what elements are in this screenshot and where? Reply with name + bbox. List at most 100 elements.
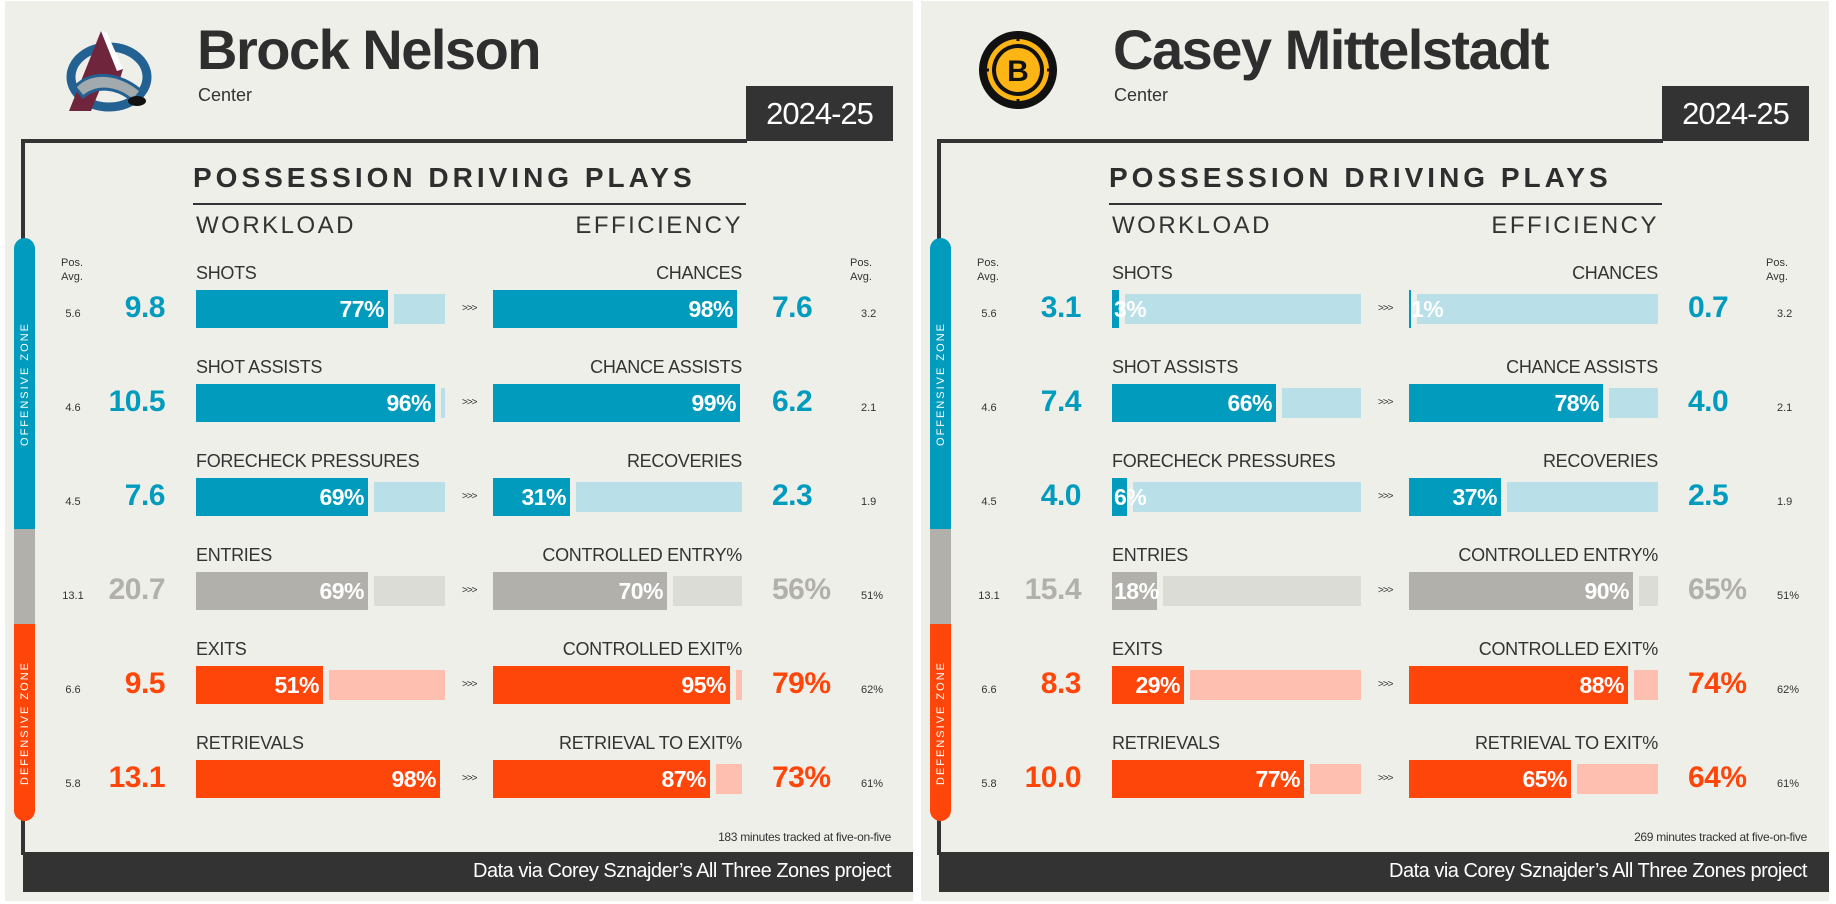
right-stat-label: CONTROLLED ENTRY% [1458,545,1658,565]
left-stat-value: 8.3 [1040,667,1082,700]
left-percentile-label: 69% [319,578,364,604]
left-pos-avg: 5.6 [981,308,997,320]
left-percentile-bar: 69% [196,572,445,610]
frame-divider [937,139,1663,143]
right-stat-value: 56% [772,573,831,606]
right-bar-fill [493,572,667,610]
right-bar-fill [493,290,737,328]
right-percentile-bar: 98% [493,290,742,328]
right-pos-avg: 2.1 [861,402,877,414]
right-stat-value: 0.7 [1688,291,1729,324]
left-percentile-label: 69% [319,484,364,510]
left-percentile-label: 96% [386,390,431,416]
right-percentile-label: 65% [1522,766,1567,792]
left-bar-remainder [1310,764,1361,794]
left-bar-fill [196,478,368,516]
left-pos-avg: 4.5 [65,496,81,508]
left-stat-label: SHOT ASSISTS [1112,357,1239,377]
arrow-separator: >>> [1378,397,1394,408]
right-pos-avg: 51% [1777,590,1800,602]
left-stat-value: 7.4 [1040,385,1082,418]
left-pos-avg: 6.6 [981,684,997,696]
heading-underline [193,203,746,205]
left-percentile-bar: 98% [196,760,445,798]
left-bar-remainder [329,670,445,700]
svg-text:B: B [1007,55,1029,88]
right-stat-label: RETRIEVAL TO EXIT% [1475,733,1658,753]
right-stat-value: 73% [772,761,831,794]
right-bar-fill [1409,572,1633,610]
right-stat-label: CHANCE ASSISTS [590,357,742,377]
right-pos-avg: 3.2 [1777,308,1793,320]
offensive-zone-label: OFFENSIVE ZONE [934,321,947,446]
right-percentile-bar: 1% [1409,290,1658,328]
right-stat-label: RECOVERIES [1542,451,1658,471]
left-pos-avg: 5.8 [981,778,997,790]
arrow-separator: >>> [1378,303,1394,314]
right-bar-remainder [736,670,742,700]
right-percentile-label: 98% [688,296,733,322]
left-bar-remainder [394,294,445,324]
left-pos-avg: 4.6 [981,402,997,414]
left-percentile-label: 77% [339,296,384,322]
arrow-separator: >>> [462,397,478,408]
left-percentile-label: 77% [1255,766,1300,792]
left-stat-label: SHOTS [1112,263,1173,283]
right-bar-fill [1409,666,1628,704]
arrow-separator: >>> [1378,773,1394,784]
left-bar-fill [1112,760,1304,798]
left-percentile-label: 6% [1114,484,1147,510]
right-percentile-bar: 88% [1409,666,1658,704]
right-percentile-bar: 99% [493,384,742,422]
left-percentile-bar: 18% [1112,572,1361,610]
left-pos-avg: 4.6 [65,402,81,414]
right-pos-avg: 1.9 [861,496,877,508]
minutes-tracked: 269 minutes tracked at five-on-five [1634,830,1807,844]
left-stat-value: 9.5 [124,667,166,700]
right-bar-remainder [1639,576,1658,606]
left-percentile-bar: 6% [1112,478,1361,516]
right-bar-fill [1409,384,1603,422]
right-bar-fill [493,478,570,516]
left-stat-label: ENTRIES [1112,545,1188,565]
left-stat-value: 13.1 [108,761,166,794]
workload-heading: WORKLOAD [1112,212,1273,239]
neutral-zone-bar [930,529,951,624]
pos-avg-line: Pos. [60,257,83,269]
right-percentile-bar: 70% [493,572,742,610]
right-percentile-label: 95% [681,672,726,698]
arrow-separator: >>> [1378,679,1394,690]
right-pos-avg: 62% [861,684,884,696]
left-pos-avg: 6.6 [65,684,81,696]
right-pos-avg: 51% [861,590,884,602]
left-percentile-bar: 96% [196,384,445,422]
left-bar-remainder [1163,576,1361,606]
pos-avg-line: Avg. [61,271,83,283]
right-percentile-bar: 95% [493,666,742,704]
left-bar-remainder [1282,388,1361,418]
right-bar-remainder [576,482,742,512]
right-stat-value: 2.3 [772,479,813,512]
defensive-zone-label: DEFENSIVE ZONE [18,660,31,785]
left-bar-fill [196,384,435,422]
left-stat-value: 20.7 [108,573,166,606]
right-bar-fill [493,384,740,422]
right-percentile-label: 90% [1584,578,1629,604]
left-stat-value: 9.8 [124,291,166,324]
left-bar-fill [1112,666,1184,704]
left-bar-fill [1112,290,1119,328]
left-bar-remainder [441,388,445,418]
left-bar-fill [196,666,323,704]
left-pos-avg-header: Pos. Avg. [968,256,1008,284]
right-bar-remainder [1609,388,1658,418]
right-bar-fill [493,760,710,798]
bruins-logo: B [977,29,1059,116]
right-percentile-bar: 90% [1409,572,1658,610]
right-pos-avg: 61% [861,778,884,790]
offensive-zone-bar: OFFENSIVE ZONE [930,238,951,529]
pos-avg-line: Avg. [977,271,999,283]
season-badge: 2024-25 [746,86,893,141]
left-stat-label: FORECHECK PRESSURES [196,451,420,471]
right-stat-label: CONTROLLED EXIT% [1478,639,1659,659]
season-badge: 2024-25 [1662,86,1809,141]
